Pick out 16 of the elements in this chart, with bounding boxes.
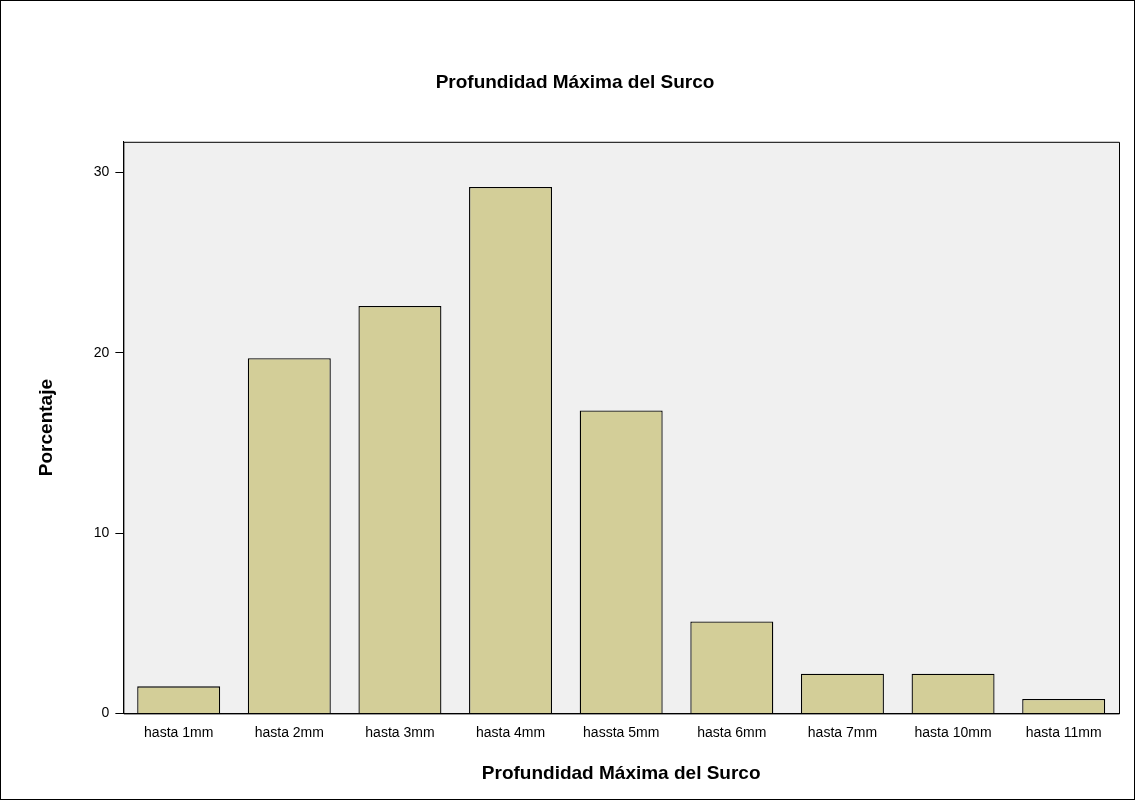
chart-title: Profundidad Máxima del Surco: [435, 70, 715, 92]
x-tick-label: hassta 5mm: [583, 723, 660, 740]
y-axis-title: Porcentaje: [34, 379, 56, 477]
x-tick-label: hasta 10mm: [914, 723, 992, 740]
x-tick-label: hasta 2mm: [254, 723, 324, 740]
x-axis-title: Profundidad Máxima del Surco: [481, 761, 761, 783]
x-tick-label: hasta 3mm: [365, 723, 435, 740]
y-tick-label: 10: [93, 523, 110, 540]
x-tick-label: hasta 4mm: [475, 723, 546, 740]
x-tick-label: hasta 7mm: [807, 723, 878, 740]
y-tick-label: 30: [93, 163, 110, 180]
x-tick-label: hasta 1mm: [144, 723, 214, 740]
x-tick-label: hasta 6mm: [697, 723, 767, 740]
y-tick-label: 0: [101, 704, 110, 721]
y-tick-label: 20: [93, 343, 110, 360]
x-tick-label: hasta 11mm: [1025, 723, 1102, 740]
